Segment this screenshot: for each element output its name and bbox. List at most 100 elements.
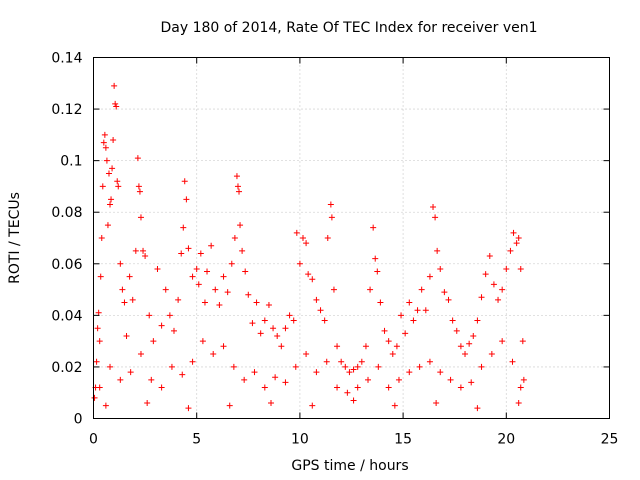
data-point <box>344 389 351 396</box>
data-point <box>422 307 429 314</box>
data-point <box>426 358 433 365</box>
data-point <box>282 379 289 386</box>
data-point <box>114 178 121 185</box>
data-point <box>324 235 331 241</box>
data-point <box>242 268 249 275</box>
data-point <box>334 343 341 350</box>
data-point <box>453 327 460 334</box>
y-tick-label: 0.02 <box>51 360 82 376</box>
data-point <box>166 312 173 319</box>
data-point <box>365 376 372 383</box>
data-point <box>251 369 258 376</box>
data-point <box>140 247 147 254</box>
data-point <box>515 235 522 241</box>
data-point <box>488 351 495 358</box>
data-point <box>216 302 223 309</box>
data-point <box>515 400 522 407</box>
data-point <box>105 170 112 177</box>
data-point <box>391 402 398 409</box>
data-point <box>126 273 133 280</box>
data-point <box>220 343 227 350</box>
y-tick-label: 0.12 <box>51 102 82 118</box>
data-point <box>107 363 114 370</box>
data-point <box>350 397 357 404</box>
data-point <box>142 253 149 260</box>
x-tick-label: 5 <box>192 432 201 448</box>
data-point <box>208 242 215 249</box>
data-point <box>99 183 106 190</box>
chart-title: Day 180 of 2014, Rate Of TEC Index for r… <box>160 20 537 36</box>
data-point <box>313 296 320 303</box>
data-point <box>372 255 379 262</box>
data-point <box>321 317 328 324</box>
x-tick-label: 0 <box>89 432 98 448</box>
data-point <box>210 351 217 358</box>
data-point <box>135 183 142 190</box>
data-point <box>474 405 481 412</box>
data-point <box>509 358 516 365</box>
data-point <box>204 268 211 275</box>
data-point <box>474 317 481 324</box>
data-point <box>181 178 188 185</box>
data-point <box>433 400 440 407</box>
data-point <box>168 363 175 370</box>
data-point <box>299 235 306 241</box>
data-point <box>377 299 384 306</box>
data-point <box>178 250 185 257</box>
data-point <box>374 268 381 275</box>
data-point <box>478 363 485 370</box>
data-point <box>180 224 187 231</box>
data-point <box>441 289 448 296</box>
data-point <box>148 376 155 383</box>
data-point <box>224 289 231 296</box>
data-point <box>350 366 357 373</box>
y-tick-label: 0 <box>74 412 83 428</box>
x-tick-label: 15 <box>394 432 412 448</box>
data-point <box>499 286 506 293</box>
data-point <box>230 363 237 370</box>
data-point <box>274 332 281 339</box>
data-point <box>117 260 124 267</box>
axis-ticks: 0 5 10 15 20 25 0 0.02 0.04 0.06 0.08 0.1 0.12 0.14 <box>51 51 618 448</box>
data-point <box>462 351 469 358</box>
data-point <box>101 131 108 138</box>
data-point <box>327 201 334 208</box>
data-point <box>121 299 128 306</box>
data-point <box>154 265 161 272</box>
data-point <box>309 402 316 409</box>
data-point <box>170 327 177 334</box>
data-point <box>313 369 320 376</box>
data-point <box>127 369 134 376</box>
data-point <box>113 103 120 110</box>
data-point <box>334 384 341 391</box>
data-point <box>115 183 122 190</box>
data-point <box>389 351 396 358</box>
data-point <box>162 286 169 293</box>
data-point <box>495 296 502 303</box>
data-point <box>517 384 524 391</box>
data-point <box>393 343 400 350</box>
data-point <box>233 173 240 180</box>
data-point <box>199 338 206 345</box>
data-point <box>309 276 316 283</box>
data-point <box>197 250 204 257</box>
data-point <box>358 358 365 365</box>
data-point <box>290 317 297 324</box>
data-point <box>189 273 196 280</box>
y-tick-label: 0.04 <box>51 308 82 324</box>
data-point <box>185 245 192 252</box>
data-point <box>385 338 392 345</box>
data-point <box>97 273 104 280</box>
data-point <box>499 338 506 345</box>
data-point <box>108 196 115 203</box>
data-point <box>430 204 437 211</box>
data-point <box>96 338 103 345</box>
data-point <box>265 302 272 309</box>
data-point <box>513 240 520 247</box>
data-point <box>292 363 299 370</box>
data-point <box>507 247 514 254</box>
data-point <box>370 224 377 231</box>
data-point <box>98 235 105 241</box>
data-point <box>286 312 293 319</box>
data-point <box>158 322 165 329</box>
